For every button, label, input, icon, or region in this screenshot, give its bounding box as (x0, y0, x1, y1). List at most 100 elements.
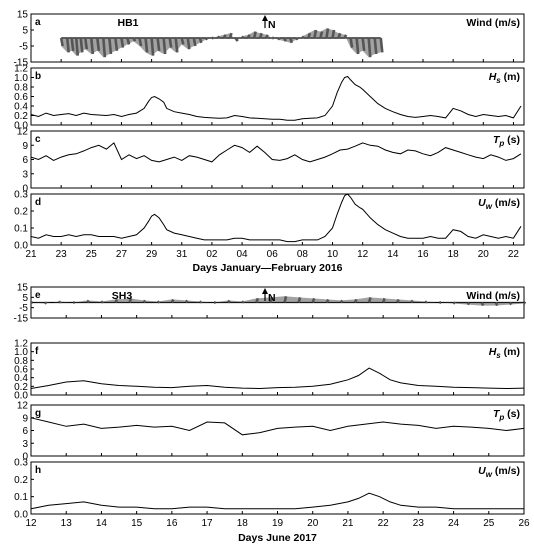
wind-stick-fill (76, 38, 81, 56)
wind-stick-fill (248, 31, 255, 38)
x-tick-label: 14 (96, 518, 108, 529)
y-tick-label: 15 (17, 10, 29, 21)
wind-stick-fill (59, 301, 74, 303)
wind-stick-fill (344, 34, 351, 48)
y-tick-label: 0.2 (14, 207, 28, 218)
y-tick-label: 0.8 (14, 356, 28, 367)
panel-ylabel: Tp (s) (493, 134, 520, 148)
wind-stick-fill (266, 34, 273, 38)
jan-feb-2016-panel-group: 155-5-15a Wind (m/s)HB1 N1.21.00.80.60.40.… (14, 10, 525, 260)
wind-stick-fill (368, 38, 375, 58)
wind-stick-fill (185, 300, 201, 303)
y-tick-label: -5 (19, 303, 28, 314)
wind-stick-fill (397, 299, 412, 303)
wind-stick-fill (260, 33, 267, 38)
y-tick-label: 9 (22, 413, 28, 424)
wind-stick-fill (254, 31, 261, 38)
x-tick-label: 25 (86, 249, 98, 260)
wind-stick-fill (509, 302, 524, 305)
wind-stick-fill (199, 38, 206, 43)
x-tick-label: 23 (56, 249, 68, 260)
wind-stick-fill (338, 33, 345, 38)
y-tick-label: 5 (22, 26, 28, 37)
panel-a: 15 5 -5 -15 a Wind (m/s) HB1 N (14, 10, 525, 69)
panel-ylabel: Uw (m/s) (478, 465, 520, 479)
y-tick-label: 0.2 (14, 111, 28, 122)
y-tick-label: 0.3 (14, 458, 28, 469)
wind-stick-fill (139, 38, 146, 53)
x-tick-label: 14 (387, 249, 399, 260)
x-tick-label: 18 (237, 518, 249, 529)
wind-stick-fill (467, 302, 482, 306)
panel-letter: g (35, 408, 41, 419)
wind-stick-fill (272, 38, 279, 40)
june-2017-panel-group: 155-5-15e Wind (m/s)SH3 N1.21.00.80.60.40.… (14, 283, 530, 530)
wind-stick-fill (181, 38, 188, 50)
y-tick-label: 0.0 (14, 241, 28, 252)
x-tick-label: 24 (448, 518, 460, 529)
wind-stick-fill (91, 38, 98, 54)
y-tick-label: 0 (22, 452, 28, 463)
y-tick-label: 0.4 (14, 102, 28, 113)
x-tick-label: 08 (297, 249, 309, 260)
wind-stick-fill (411, 300, 426, 303)
wind-stick-fill (145, 38, 152, 56)
y-tick-label: 9 (22, 141, 28, 152)
wind-stick-fill (290, 38, 297, 43)
x-tick-label: 18 (448, 249, 460, 260)
wind-stick-fill (302, 33, 309, 38)
x-tick-label: 21 (25, 249, 37, 260)
y-tick-label: -15 (14, 58, 29, 69)
y-tick-label: 0.6 (14, 92, 28, 103)
wind-stick-fill (284, 296, 299, 303)
wind-stick-fill (133, 38, 140, 46)
wind-stick-fill (362, 38, 369, 58)
wind-stick-fill (320, 28, 327, 38)
panel-b: 1.21.00.80.60.40.20.0 b Hs (m) (14, 64, 525, 132)
y-tick-label: 0.0 (14, 391, 28, 402)
panel-d-frame (30, 193, 525, 246)
wind-stick-fill (326, 28, 333, 38)
panel-c-frame (30, 130, 525, 189)
wind-stick-fill (383, 298, 398, 303)
panel-d: 0.3 0.2 0.1 0.021 23 25 27 29 31 02 04 06 08 10 12 14 16… (14, 190, 525, 260)
wind-stick-fill (80, 38, 86, 53)
wind-stick-fill (374, 38, 381, 54)
wind-stick-fill (314, 30, 321, 38)
x-tick-label: 31 (176, 249, 188, 260)
y-tick-label: 0.0 (14, 121, 28, 132)
panel-letter: e (35, 290, 41, 301)
x-axis-title-june-2017: Days June 2017 (238, 532, 317, 544)
y-tick-label: -5 (19, 42, 28, 53)
wind-stick-fill (71, 38, 77, 56)
wind-stick-fill (228, 300, 243, 303)
panel-letter: d (35, 197, 41, 208)
panel-c: 12 9 6 3 0 c Tp (s) (17, 127, 525, 195)
wind-stick-fill (296, 36, 303, 40)
series-line (30, 417, 525, 436)
wind-stick-fill (425, 301, 440, 303)
y-tick-label: 5 (22, 293, 28, 304)
wind-stick-fill (61, 38, 68, 53)
x-tick-label: 27 (116, 249, 128, 260)
wind-stick-fill (151, 38, 158, 56)
wind-stick-fill (211, 36, 218, 38)
y-tick-label: 0.3 (14, 190, 28, 201)
y-tick-label: 1.0 (14, 347, 28, 358)
wind-stick-fill (369, 297, 384, 303)
wind-stick-fill (242, 298, 257, 303)
x-tick-label: 04 (237, 249, 249, 260)
wind-stick-fill (31, 302, 46, 304)
wind-stick-fill (187, 38, 194, 50)
wind-stick-fill (101, 299, 116, 303)
panel-letter: b (35, 71, 41, 82)
panel-letter: f (35, 346, 39, 357)
wind-stick-fill (200, 301, 215, 303)
wind-stick-fill (230, 33, 237, 42)
x-tick-label: 06 (267, 249, 279, 260)
x-tick-label: 20 (478, 249, 490, 260)
wind-stick-fill (129, 298, 144, 303)
wind-stick-fill (356, 38, 363, 54)
panel-ylabel: Tp (s) (493, 408, 520, 422)
